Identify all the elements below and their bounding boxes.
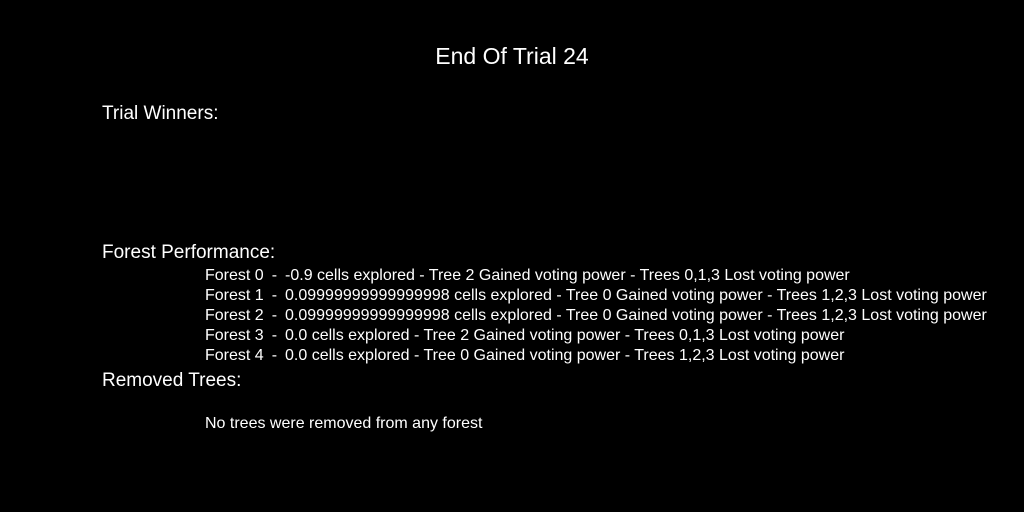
page-title: End Of Trial 24 [435, 43, 589, 69]
removed-trees-heading: Removed Trees: [102, 370, 242, 391]
row-separator: - [271, 307, 278, 324]
forest-name: Forest 4 [205, 347, 264, 364]
forest-performance-heading: Forest Performance: [102, 242, 276, 263]
trial-winners-heading: Trial Winners: [102, 103, 219, 124]
forest-name: Forest 1 [205, 287, 264, 304]
row-separator: - [271, 347, 278, 364]
forest-name: Forest 2 [205, 307, 264, 324]
removed-trees-message: No trees were removed from any forest [205, 415, 483, 432]
row-separator: - [271, 327, 278, 344]
forest-performance-row: Forest 2-0.09999999999999998 cells explo… [205, 306, 987, 326]
forest-name: Forest 3 [205, 327, 264, 344]
forest-name: Forest 0 [205, 267, 264, 284]
forest-result: 0.0 cells explored - Tree 2 Gained votin… [285, 327, 845, 344]
row-separator: - [271, 267, 278, 284]
forest-performance-row: Forest 0- -0.9 cells explored - Tree 2 Ga… [205, 266, 850, 286]
forest-performance-row: Forest 3-0.0 cells explored - Tree 2 Gai… [205, 326, 844, 346]
forest-result: -0.9 cells explored - Tree 2 Gained voti… [285, 267, 850, 284]
row-separator: - [271, 287, 278, 304]
forest-performance-row: Forest 1-0.09999999999999998 cells explo… [205, 286, 987, 306]
forest-result: 0.0 cells explored - Tree 0 Gained votin… [285, 347, 845, 364]
forest-performance-row: Forest 4-0.0 cells explored - Tree 0 Gai… [205, 346, 844, 366]
forest-result: 0.09999999999999998 cells explored - Tre… [285, 307, 987, 324]
forest-result: 0.09999999999999998 cells explored - Tre… [285, 287, 987, 304]
